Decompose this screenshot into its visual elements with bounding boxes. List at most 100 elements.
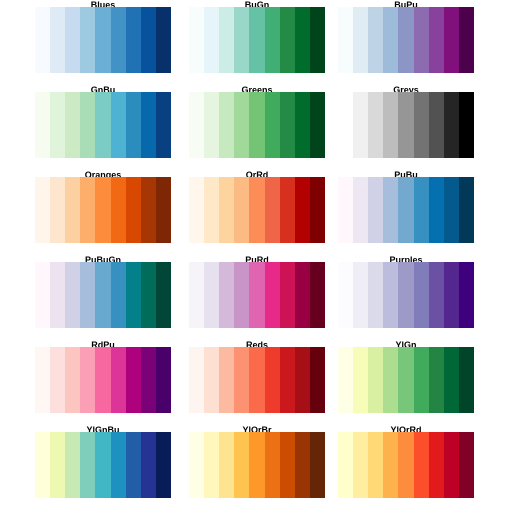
palette-title: Greys	[393, 85, 419, 95]
color-swatch	[458, 177, 474, 243]
palette-panel: PuBuGn	[35, 255, 171, 328]
color-swatch	[413, 432, 429, 498]
palette-title: Oranges	[84, 170, 122, 180]
palette-title: OrRd	[245, 170, 269, 180]
color-swatch	[458, 7, 474, 73]
color-swatch	[383, 7, 399, 73]
color-swatch	[35, 92, 51, 158]
color-swatch	[125, 177, 141, 243]
palette-title: PuBu	[394, 170, 418, 180]
color-swatch	[443, 347, 459, 413]
color-swatch	[125, 432, 141, 498]
color-swatch	[279, 177, 295, 243]
color-swatch	[140, 432, 156, 498]
color-swatch	[413, 92, 429, 158]
color-swatch	[249, 262, 265, 328]
color-swatch	[309, 7, 325, 73]
color-swatch	[353, 177, 369, 243]
swatch-strip	[35, 262, 171, 328]
color-swatch	[264, 177, 280, 243]
color-swatch	[279, 92, 295, 158]
palette-panel: GnBu	[35, 85, 171, 158]
color-swatch	[155, 92, 171, 158]
color-swatch	[204, 177, 220, 243]
color-swatch	[65, 347, 81, 413]
color-swatch	[204, 347, 220, 413]
color-swatch	[398, 262, 414, 328]
color-swatch	[353, 432, 369, 498]
color-swatch	[35, 432, 51, 498]
color-swatch	[264, 432, 280, 498]
swatch-strip	[189, 347, 325, 413]
color-swatch	[353, 92, 369, 158]
palette-title: Blues	[90, 0, 116, 10]
color-swatch	[65, 262, 81, 328]
swatch-strip	[338, 432, 474, 498]
color-swatch	[110, 92, 126, 158]
color-swatch	[428, 347, 444, 413]
color-swatch	[204, 7, 220, 73]
palette-title: PuRd	[245, 255, 269, 265]
color-swatch	[309, 347, 325, 413]
color-swatch	[249, 177, 265, 243]
color-swatch	[155, 432, 171, 498]
color-swatch	[279, 262, 295, 328]
color-swatch	[155, 262, 171, 328]
palette-panel: YlGnBu	[35, 425, 171, 498]
color-swatch	[279, 432, 295, 498]
palette-title: BuGn	[244, 0, 270, 10]
color-swatch	[80, 262, 96, 328]
palette-title: Reds	[245, 340, 268, 350]
palette-title: YlGnBu	[86, 425, 120, 435]
color-swatch	[65, 432, 81, 498]
color-swatch	[219, 177, 235, 243]
palette-panel: BuPu	[338, 0, 474, 73]
color-swatch	[125, 262, 141, 328]
palette-title: YlOrRd	[390, 425, 422, 435]
color-swatch	[125, 7, 141, 73]
palette-title: GnBu	[90, 85, 116, 95]
color-swatch	[294, 177, 310, 243]
palette-panel: Greys	[338, 85, 474, 158]
color-swatch	[65, 7, 81, 73]
palette-panel: OrRd	[189, 170, 325, 243]
color-swatch	[234, 92, 250, 158]
color-swatch	[65, 177, 81, 243]
color-swatch	[95, 177, 111, 243]
color-swatch	[458, 432, 474, 498]
color-swatch	[338, 177, 354, 243]
color-swatch	[249, 7, 265, 73]
color-swatch	[65, 92, 81, 158]
palette-panel: BuGn	[189, 0, 325, 73]
color-swatch	[50, 92, 66, 158]
palette-title: BuPu	[394, 0, 418, 10]
color-swatch	[249, 347, 265, 413]
color-swatch	[95, 347, 111, 413]
color-swatch	[413, 7, 429, 73]
color-swatch	[338, 347, 354, 413]
color-swatch	[383, 92, 399, 158]
color-swatch	[125, 347, 141, 413]
swatch-strip	[338, 262, 474, 328]
color-swatch	[264, 7, 280, 73]
color-swatch	[204, 262, 220, 328]
color-swatch	[398, 92, 414, 158]
color-swatch	[443, 177, 459, 243]
swatch-strip	[338, 92, 474, 158]
color-swatch	[50, 262, 66, 328]
swatch-strip	[189, 432, 325, 498]
color-swatch	[338, 432, 354, 498]
color-swatch	[309, 92, 325, 158]
palette-panel: YlGn	[338, 340, 474, 413]
color-swatch	[428, 262, 444, 328]
color-swatch	[368, 262, 384, 328]
color-swatch	[189, 92, 205, 158]
color-swatch	[110, 347, 126, 413]
swatch-strip	[189, 7, 325, 73]
color-swatch	[368, 92, 384, 158]
palette-panel: RdPu	[35, 340, 171, 413]
color-swatch	[110, 177, 126, 243]
color-swatch	[458, 262, 474, 328]
color-swatch	[234, 347, 250, 413]
